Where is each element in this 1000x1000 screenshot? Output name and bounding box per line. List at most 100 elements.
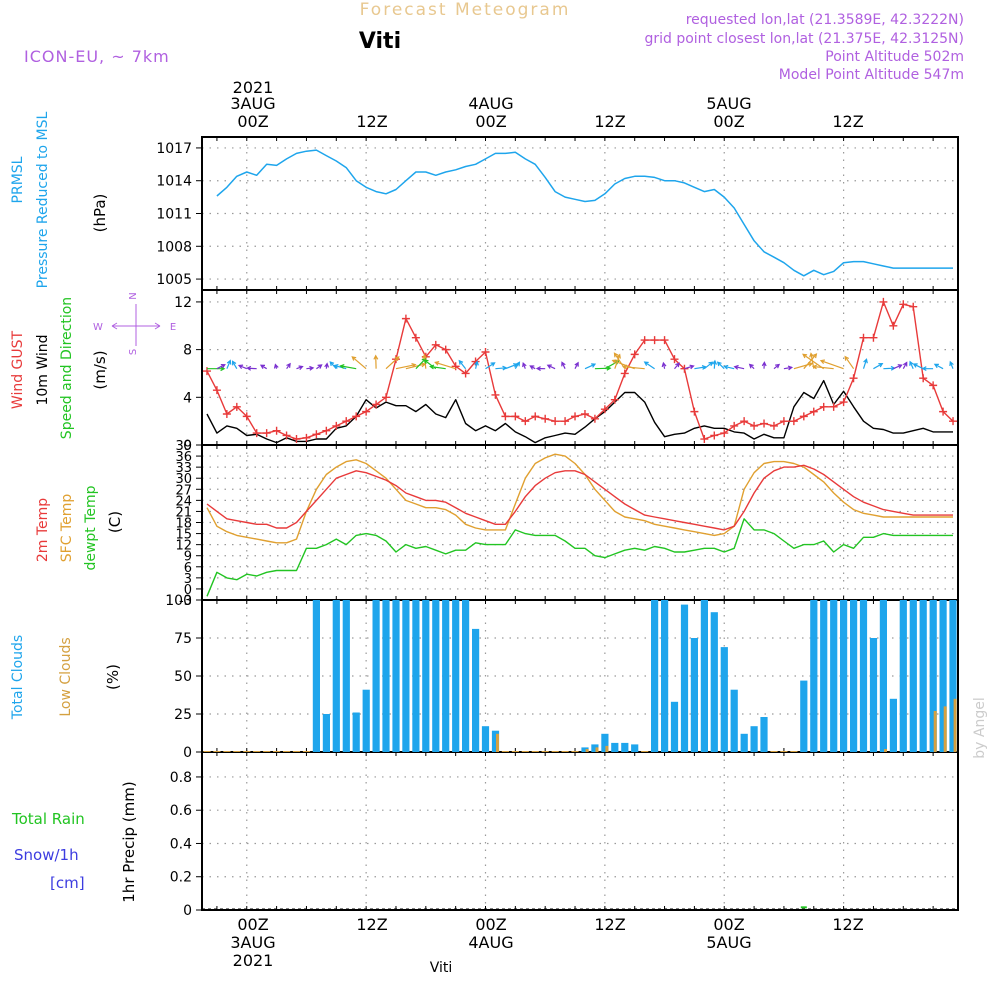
y-tick-label: 4 [183,390,192,406]
gust-point [710,431,719,440]
wind-direction-arrow [674,362,680,370]
wind-direction-arrow [522,362,527,369]
total-cloud-bar [760,717,768,752]
wind-direction-arrow [761,361,767,369]
gust-point [590,414,599,423]
gust-point [600,405,609,414]
y-tick-label: 30 [175,472,192,487]
total-cloud-bar [800,680,808,752]
bottom-tick-1: 12Z [356,915,387,934]
dewpt-label: dewpt Temp [83,485,99,570]
wind-direction-arrow [529,365,536,370]
bottom-tick-5: 12Z [832,915,863,934]
wind-direction-arrow [259,364,268,370]
gust-point [342,417,351,426]
y-tick-label: 33 [175,461,192,476]
total-cloud-bar [770,751,778,752]
low-cloud-bar [496,733,499,752]
y-tick-label: 25 [174,707,192,723]
gust-point [202,367,211,376]
gust-point [859,333,868,342]
footer-location: Viti [430,960,453,976]
gust-point [730,421,739,430]
total-cloud-bar [790,751,798,752]
gust-point [580,410,589,418]
top-tick-1: 12Z [356,112,387,131]
top-date-3: 5AUG [706,94,751,113]
gust-point [899,300,908,309]
gust-point [829,402,838,411]
wind-direction-arrow [703,361,714,370]
total-cloud-bar [332,600,340,752]
top-tick-5: 12Z [832,112,863,131]
total-cloud-bar [233,751,241,752]
total-cloud-bar [909,600,917,752]
total-cloud-bar [869,638,878,752]
model-name: ICON-EU, ~ 7km [24,47,170,66]
wind-direction-arrow [584,363,597,370]
wind-direction-arrow [333,364,347,370]
total-clouds-label: Total Clouds [10,635,26,720]
y-tick-label: 0 [183,438,192,454]
wind-direction-arrow [286,362,291,370]
bottom-date-3: 5AUG [706,933,751,952]
total-cloud-bar [213,751,221,752]
gust-point [939,407,948,416]
panel-frame [201,751,959,911]
total-cloud-bar [472,628,480,752]
total-cloud-bar [740,733,748,752]
gust-point [332,421,341,430]
wind-direction-arrow [684,364,695,370]
gust-point [232,402,241,411]
wind-direction-arrow [949,360,954,369]
total-cloud-bar [452,600,460,752]
y-tick-label: 0.2 [170,870,192,886]
sfc-temp-line [206,453,953,544]
gust-point [819,402,828,411]
wind-direction-arrow [803,353,818,370]
wind-direction-arrow [574,361,579,369]
wind-direction-arrow [485,362,496,370]
total-cloud-bar [780,751,788,752]
total-cloud-bar [402,600,410,752]
total-cloud-bar [412,600,420,752]
wind-direction-arrow [912,363,924,370]
low-cloud-bar [953,698,957,752]
gust-point [561,417,570,426]
wind-direction-arrow [339,364,357,370]
y-tick-label: 0.6 [170,803,192,819]
total-cloud-bar [292,751,301,752]
wind-direction-arrow [893,364,903,370]
bottom-year: 2021 [233,951,274,970]
plot-area: 1005100810111014101704812-30369121518212… [156,136,959,919]
wind-direction-arrow [216,364,226,370]
top-year: 2021 [233,78,274,97]
gust-point [521,417,530,426]
total-cloud-bar [263,751,271,752]
total-cloud-bar [491,730,500,752]
gust-point [630,350,639,359]
gust-point [481,348,490,356]
gust-point [282,431,291,440]
rain-bar [800,906,807,909]
gust-point [769,421,778,430]
y-tick-label: 0 [184,583,192,598]
snow-label: Snow/1h [14,846,79,864]
gust-point [949,417,958,426]
low-cloud-bar [585,749,589,752]
y-tick-label: 36 [175,450,192,465]
y-tick-label: 12 [175,539,192,554]
wind-speed-line [206,379,953,444]
total-cloud-bar [511,751,519,752]
total-cloud-bar [551,751,559,752]
top-tick-3: 12Z [594,112,625,131]
gust-point [571,412,580,421]
wind-direction-arrow [723,364,735,370]
pressure-label-2: Pressure Reduced to MSL [35,111,51,288]
wind-direction-arrow [712,359,718,369]
total-cloud-bar [223,751,231,752]
y-tick-label: 15 [175,528,192,543]
total-cloud-bar [253,751,261,752]
total-cloud-bar [810,600,818,752]
gust-point [700,435,709,444]
